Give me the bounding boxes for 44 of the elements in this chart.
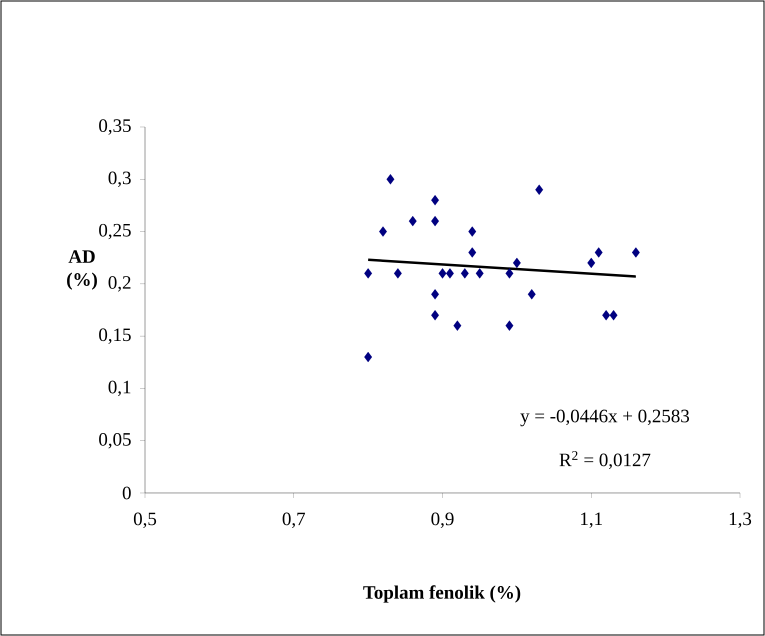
point: [594, 247, 603, 258]
point: [587, 258, 596, 268]
point: [468, 247, 476, 258]
y-tick-label: 0,35: [99, 119, 131, 135]
point: [386, 174, 394, 184]
y-tick-label: 0,05: [99, 432, 131, 448]
y-tick-label: 0,2: [108, 276, 130, 292]
point: [379, 226, 387, 237]
x-tick-label: 0,7: [282, 512, 306, 528]
point: [602, 310, 610, 320]
point: [446, 268, 454, 279]
point: [431, 310, 440, 320]
point: [468, 226, 476, 237]
point: [460, 268, 469, 279]
x-tick-label: 0,5: [134, 512, 156, 528]
point: [505, 320, 514, 331]
x-tick-label: 1,3: [730, 512, 752, 528]
x-axis-title: Toplam fenolik (%): [363, 585, 520, 603]
point: [408, 216, 417, 226]
y-tick-label: 0: [122, 486, 131, 500]
y-tick-label: 0,25: [99, 224, 131, 240]
point: [453, 320, 462, 331]
point: [632, 247, 640, 258]
point: [431, 194, 440, 206]
point: [610, 310, 618, 320]
point: [528, 289, 536, 300]
y-axis-title: AD (%): [67, 250, 97, 290]
x-tick-label: 0,9: [431, 512, 454, 528]
x-tick-label: 1,1: [581, 512, 602, 528]
y-tick-label: 0,15: [99, 328, 131, 344]
point: [438, 268, 446, 279]
point: [394, 268, 402, 279]
y-tick-label: 0,1: [108, 380, 130, 396]
point: [431, 216, 440, 226]
annotation: R$^{2}$ = 0,0127: [560, 451, 650, 470]
point: [476, 268, 484, 279]
point: [431, 289, 440, 300]
point: [535, 184, 544, 195]
point: [505, 268, 514, 279]
point: [364, 352, 372, 362]
point: [364, 268, 372, 279]
annotation: y = -0,0446x + 0,2583: [520, 410, 690, 426]
y-tick-label: 0,3: [108, 172, 131, 188]
point: [512, 258, 521, 268]
